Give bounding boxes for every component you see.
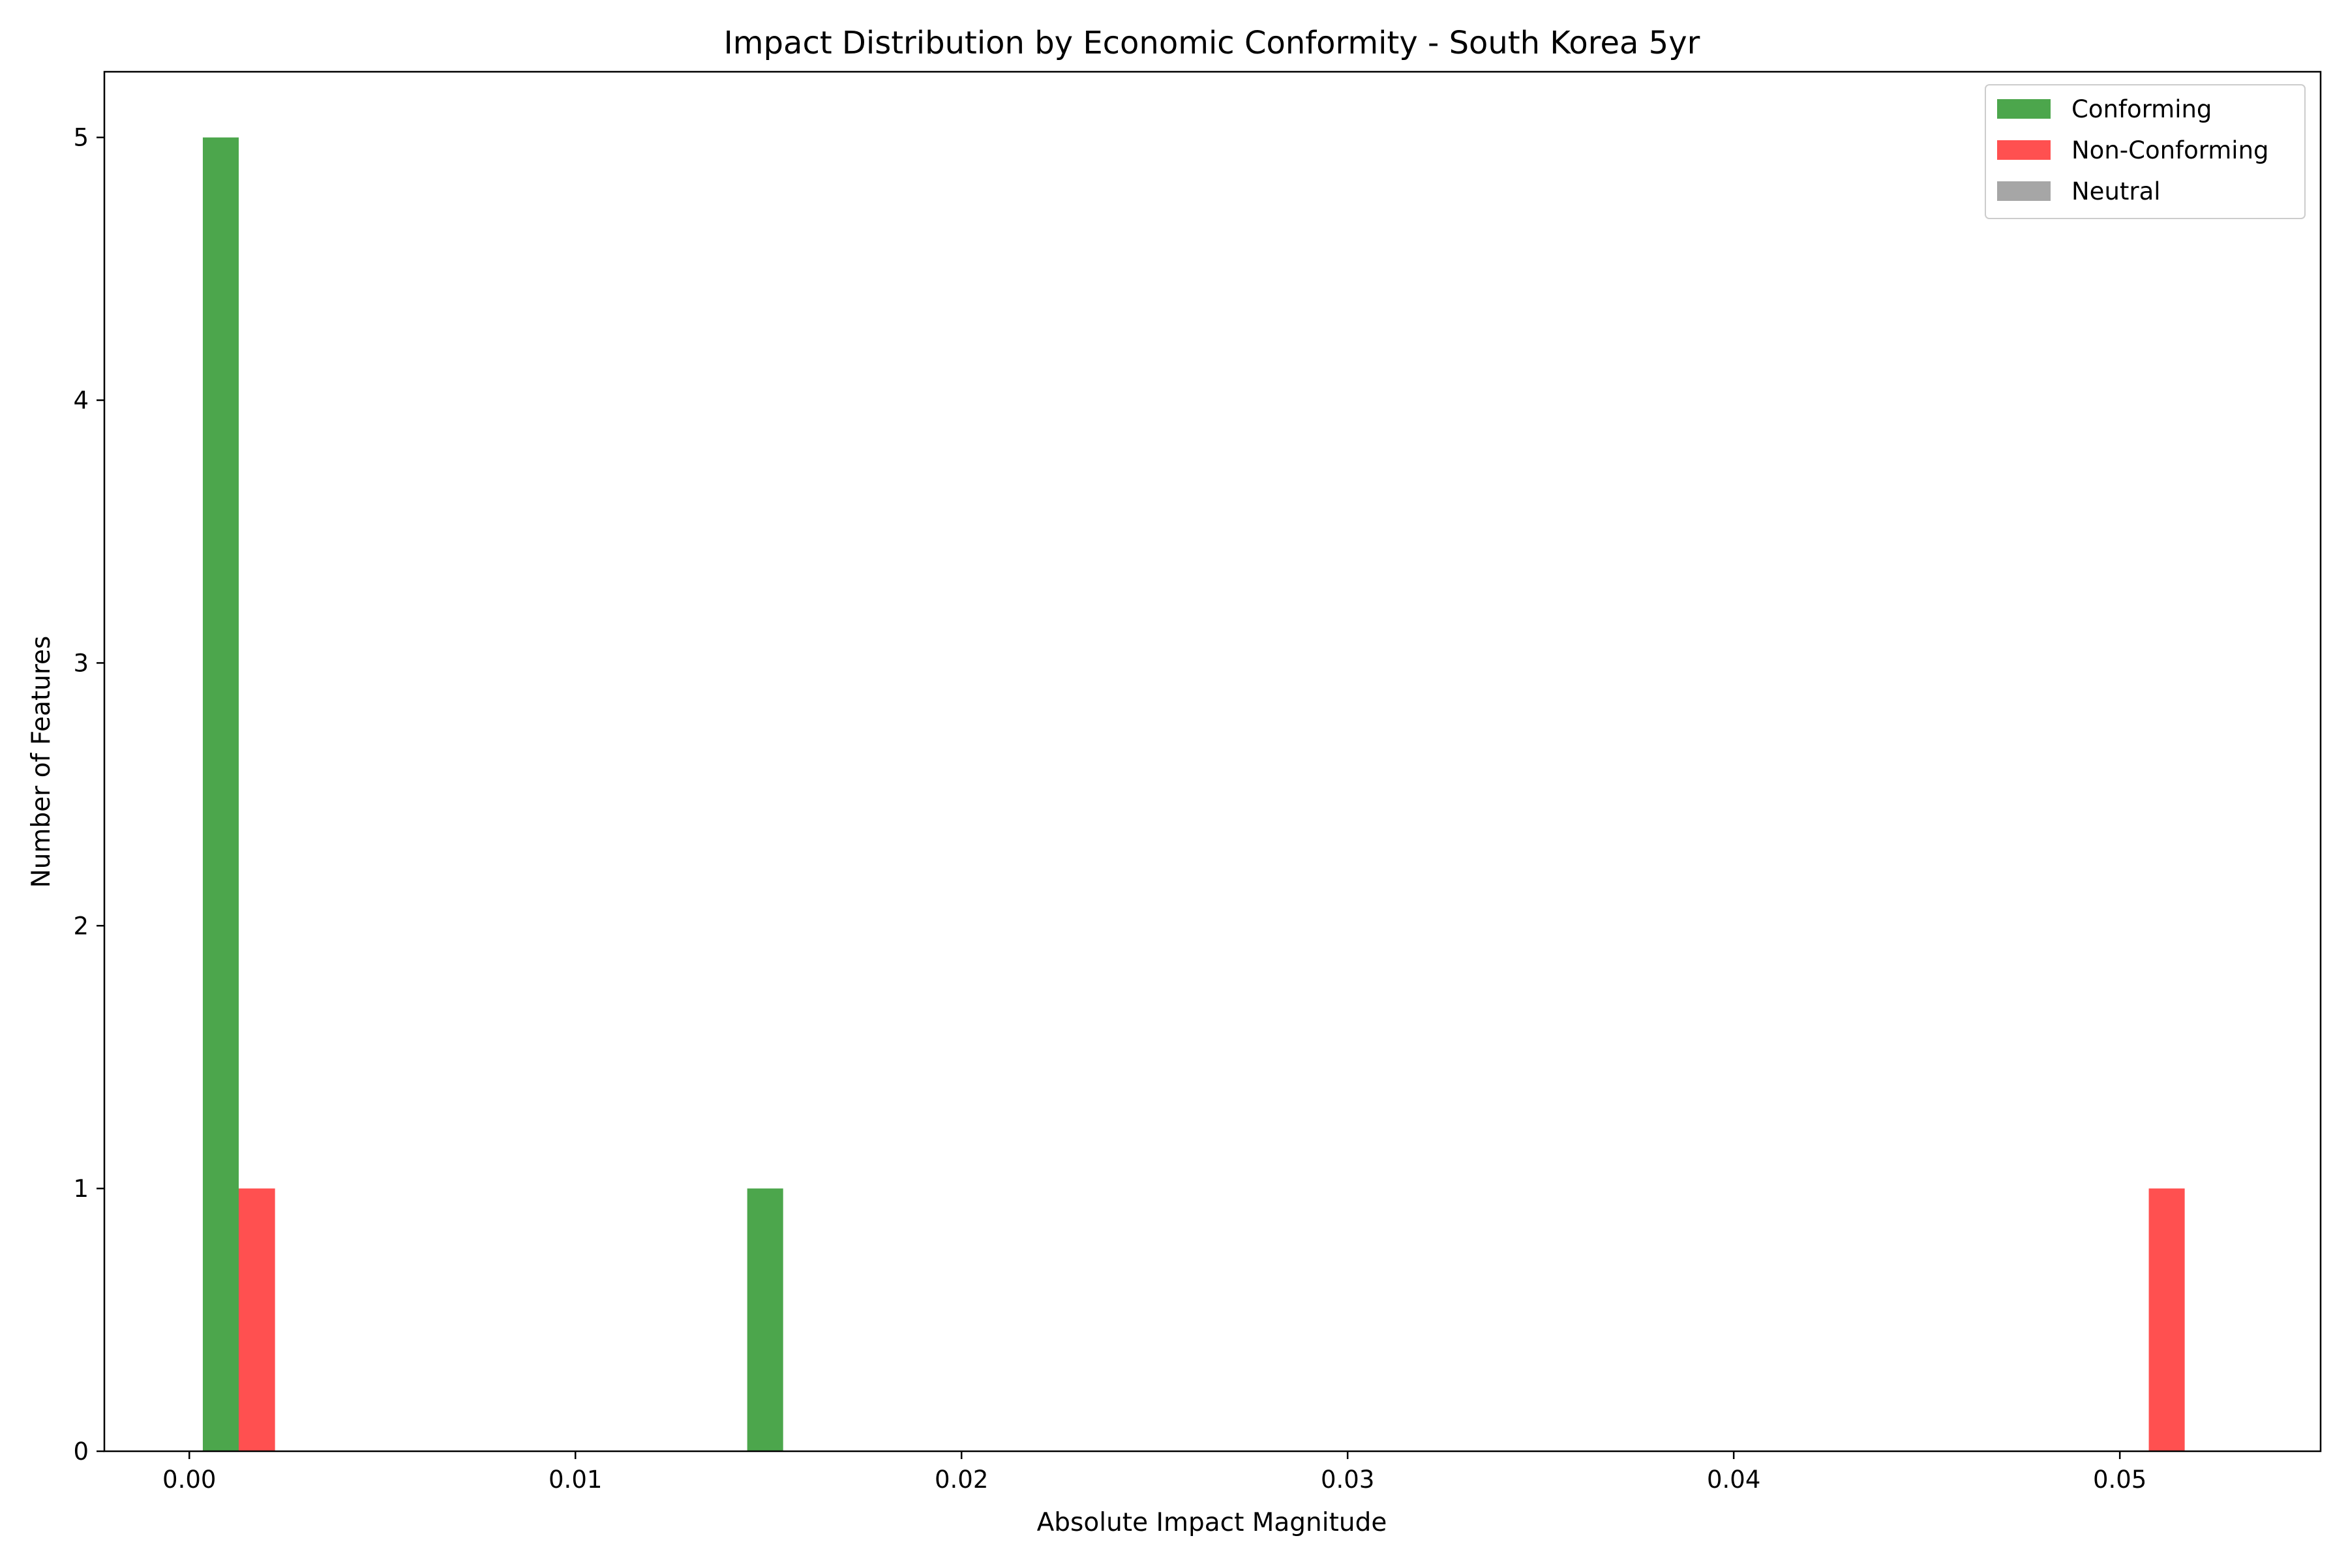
y-tick-label: 0 [73, 1438, 89, 1466]
axes-layer: 0.00 0.01 0.02 0.03 0.04 0.05 0 1 2 3 4 5 [73, 70, 2322, 1494]
y-tick-label: 2 [73, 912, 89, 940]
x-tick-label: 0.05 [2093, 1466, 2146, 1494]
x-axis-label: Absolute Impact Magnitude [1037, 1508, 1387, 1537]
legend-label: Neutral [2071, 177, 2161, 205]
y-tick-label: 4 [73, 387, 89, 415]
chart-title: Impact Distribution by Economic Conformi… [724, 25, 1700, 61]
x-tick-label: 0.02 [935, 1466, 988, 1494]
x-tick-label: 0.04 [1707, 1466, 1760, 1494]
legend-box [1985, 84, 2306, 219]
x-tick-label: 0.03 [1321, 1466, 1374, 1494]
x-tick-label: 0.01 [549, 1466, 602, 1494]
bar-non-conforming-1 [2148, 1188, 2185, 1451]
legend-swatch [1997, 140, 2051, 160]
legend: Conforming Non-Conforming Neutral [1985, 84, 2306, 219]
legend-label: Non-Conforming [2071, 136, 2269, 164]
bar-conforming-1 [747, 1188, 783, 1451]
bar-non-conforming-0 [239, 1188, 275, 1451]
legend-label: Conforming [2071, 95, 2212, 123]
legend-swatch [1997, 181, 2051, 201]
plot-frame [103, 70, 2322, 1453]
y-tick-label: 1 [73, 1175, 89, 1203]
legend-swatch [1997, 99, 2051, 119]
y-axis-label: Number of Features [27, 636, 56, 888]
x-tick-label: 0.00 [162, 1466, 216, 1494]
bars-layer [202, 137, 2185, 1452]
bar-conforming-0 [202, 137, 239, 1452]
y-tick-label: 3 [73, 649, 89, 677]
y-tick-label: 5 [73, 124, 89, 152]
